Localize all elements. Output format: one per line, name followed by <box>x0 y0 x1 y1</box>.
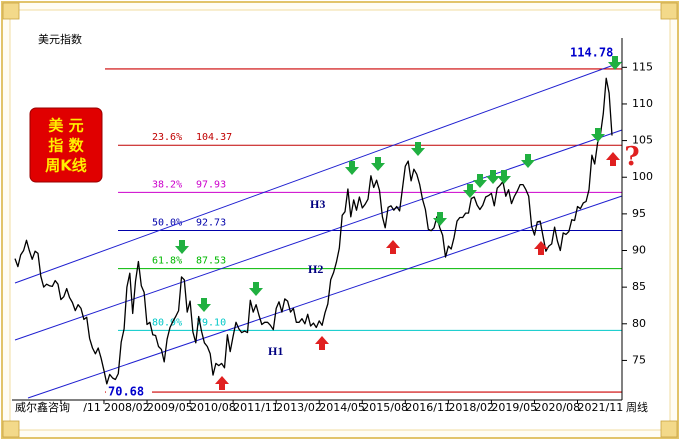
x-tick-label: 2016/11 <box>405 401 451 414</box>
x-tick-label: 2018/02 <box>448 401 494 414</box>
arrow-down <box>473 174 487 188</box>
x-tick-label: /11 <box>83 401 101 414</box>
levels: 23.6% 104.37 38.2% 97.93 50.0% 92.73 61.8% 87.5… <box>105 45 622 400</box>
arrow-down <box>371 157 385 171</box>
level-name: 50.0% <box>152 218 182 229</box>
level-value: 97.93 <box>196 179 226 190</box>
arrow-up <box>386 240 400 254</box>
channel-line <box>27 195 623 399</box>
corner <box>660 420 678 438</box>
x-tick-label: 2013/02 <box>276 401 322 414</box>
level-value: 104.37 <box>196 132 232 143</box>
arrow-down <box>197 298 211 312</box>
arrow-down <box>608 56 622 70</box>
y-tick-label: 95 <box>632 207 646 220</box>
channel-label: H2 <box>308 262 323 276</box>
axes: 75 80 85 90 95 100 105 110 115 <box>12 38 653 401</box>
x-tick-label: 2010/08 <box>190 401 236 414</box>
level-name: 61.8% <box>152 256 182 267</box>
corner <box>660 2 678 20</box>
corner <box>2 2 20 20</box>
arrow-down <box>463 184 477 198</box>
channel-line <box>14 61 623 284</box>
arrow-down <box>249 282 263 296</box>
y-tick-label: 80 <box>632 317 646 330</box>
price-line <box>14 77 613 385</box>
level-value: 92.73 <box>196 218 226 229</box>
level-name: 80.9% <box>152 317 182 328</box>
x-tick-label: 2019/05 <box>491 401 537 414</box>
y-tick-label: 100 <box>632 170 653 183</box>
period-label: 周线 <box>626 400 648 414</box>
level-value: 87.53 <box>196 256 226 267</box>
corner <box>2 420 20 438</box>
y-tick-label: 105 <box>632 134 653 147</box>
y-tick-label: 75 <box>632 353 646 366</box>
channel-label: H3 <box>310 197 325 211</box>
y-tick-label: 110 <box>632 97 653 110</box>
level-name: 38.2% <box>152 179 182 190</box>
badge: 美 元 指 数 周K线 <box>29 107 103 183</box>
arrow-down <box>486 170 500 184</box>
badge-text: 指 数 <box>48 137 84 155</box>
arrow-down <box>497 170 511 184</box>
level-value: 79.10 <box>196 317 226 328</box>
inner-frame <box>9 9 671 431</box>
y-tick-label: 90 <box>632 244 646 257</box>
channel-line <box>14 129 623 341</box>
arrow-down <box>411 142 425 156</box>
x-tick-label: 2011/11 <box>233 401 279 414</box>
y-tick-label: 115 <box>632 60 653 73</box>
x-tick-label: 2020/08 <box>534 401 580 414</box>
extreme-label: 114.78 <box>570 45 613 59</box>
x-tick-label: 2015/08 <box>362 401 408 414</box>
arrow-down <box>345 161 359 175</box>
channel-label: H1 <box>268 344 283 358</box>
chart-title: 美元指数 <box>38 32 82 46</box>
x-tick-label: 2008/02 <box>104 401 150 414</box>
arrow-down <box>591 128 605 142</box>
badge-text: 周K线 <box>45 157 87 175</box>
arrow-down <box>521 154 535 168</box>
y-tick-label: 85 <box>632 280 646 293</box>
arrow-up <box>315 336 329 350</box>
x-tick-label: 2021/11 <box>578 401 624 414</box>
arrow-down <box>433 212 447 226</box>
badge-box <box>29 107 103 183</box>
arrow-up <box>606 152 620 166</box>
price <box>14 77 613 385</box>
watermark: 威尔鑫咨询 <box>15 400 70 414</box>
up-arrows <box>215 152 620 390</box>
badge-text: 美 元 <box>48 117 83 135</box>
extreme-label: 70.68 <box>108 385 144 399</box>
period-bg <box>624 401 654 415</box>
x-tick-label: 2009/05 <box>147 401 193 414</box>
x-labels: /11 2008/022009/052010/082011/112013/0220… <box>60 400 624 414</box>
channels <box>14 61 623 399</box>
level-name: 23.6% <box>152 132 182 143</box>
watermark-bg <box>12 401 78 415</box>
x-tick-label: 2014/05 <box>319 401 365 414</box>
arrow-up <box>534 241 548 255</box>
question-mark: ? <box>624 142 639 172</box>
arrow-up <box>215 376 229 390</box>
arrow-down <box>175 240 189 254</box>
extreme-label-bg <box>106 385 152 400</box>
down-arrows <box>175 56 622 312</box>
